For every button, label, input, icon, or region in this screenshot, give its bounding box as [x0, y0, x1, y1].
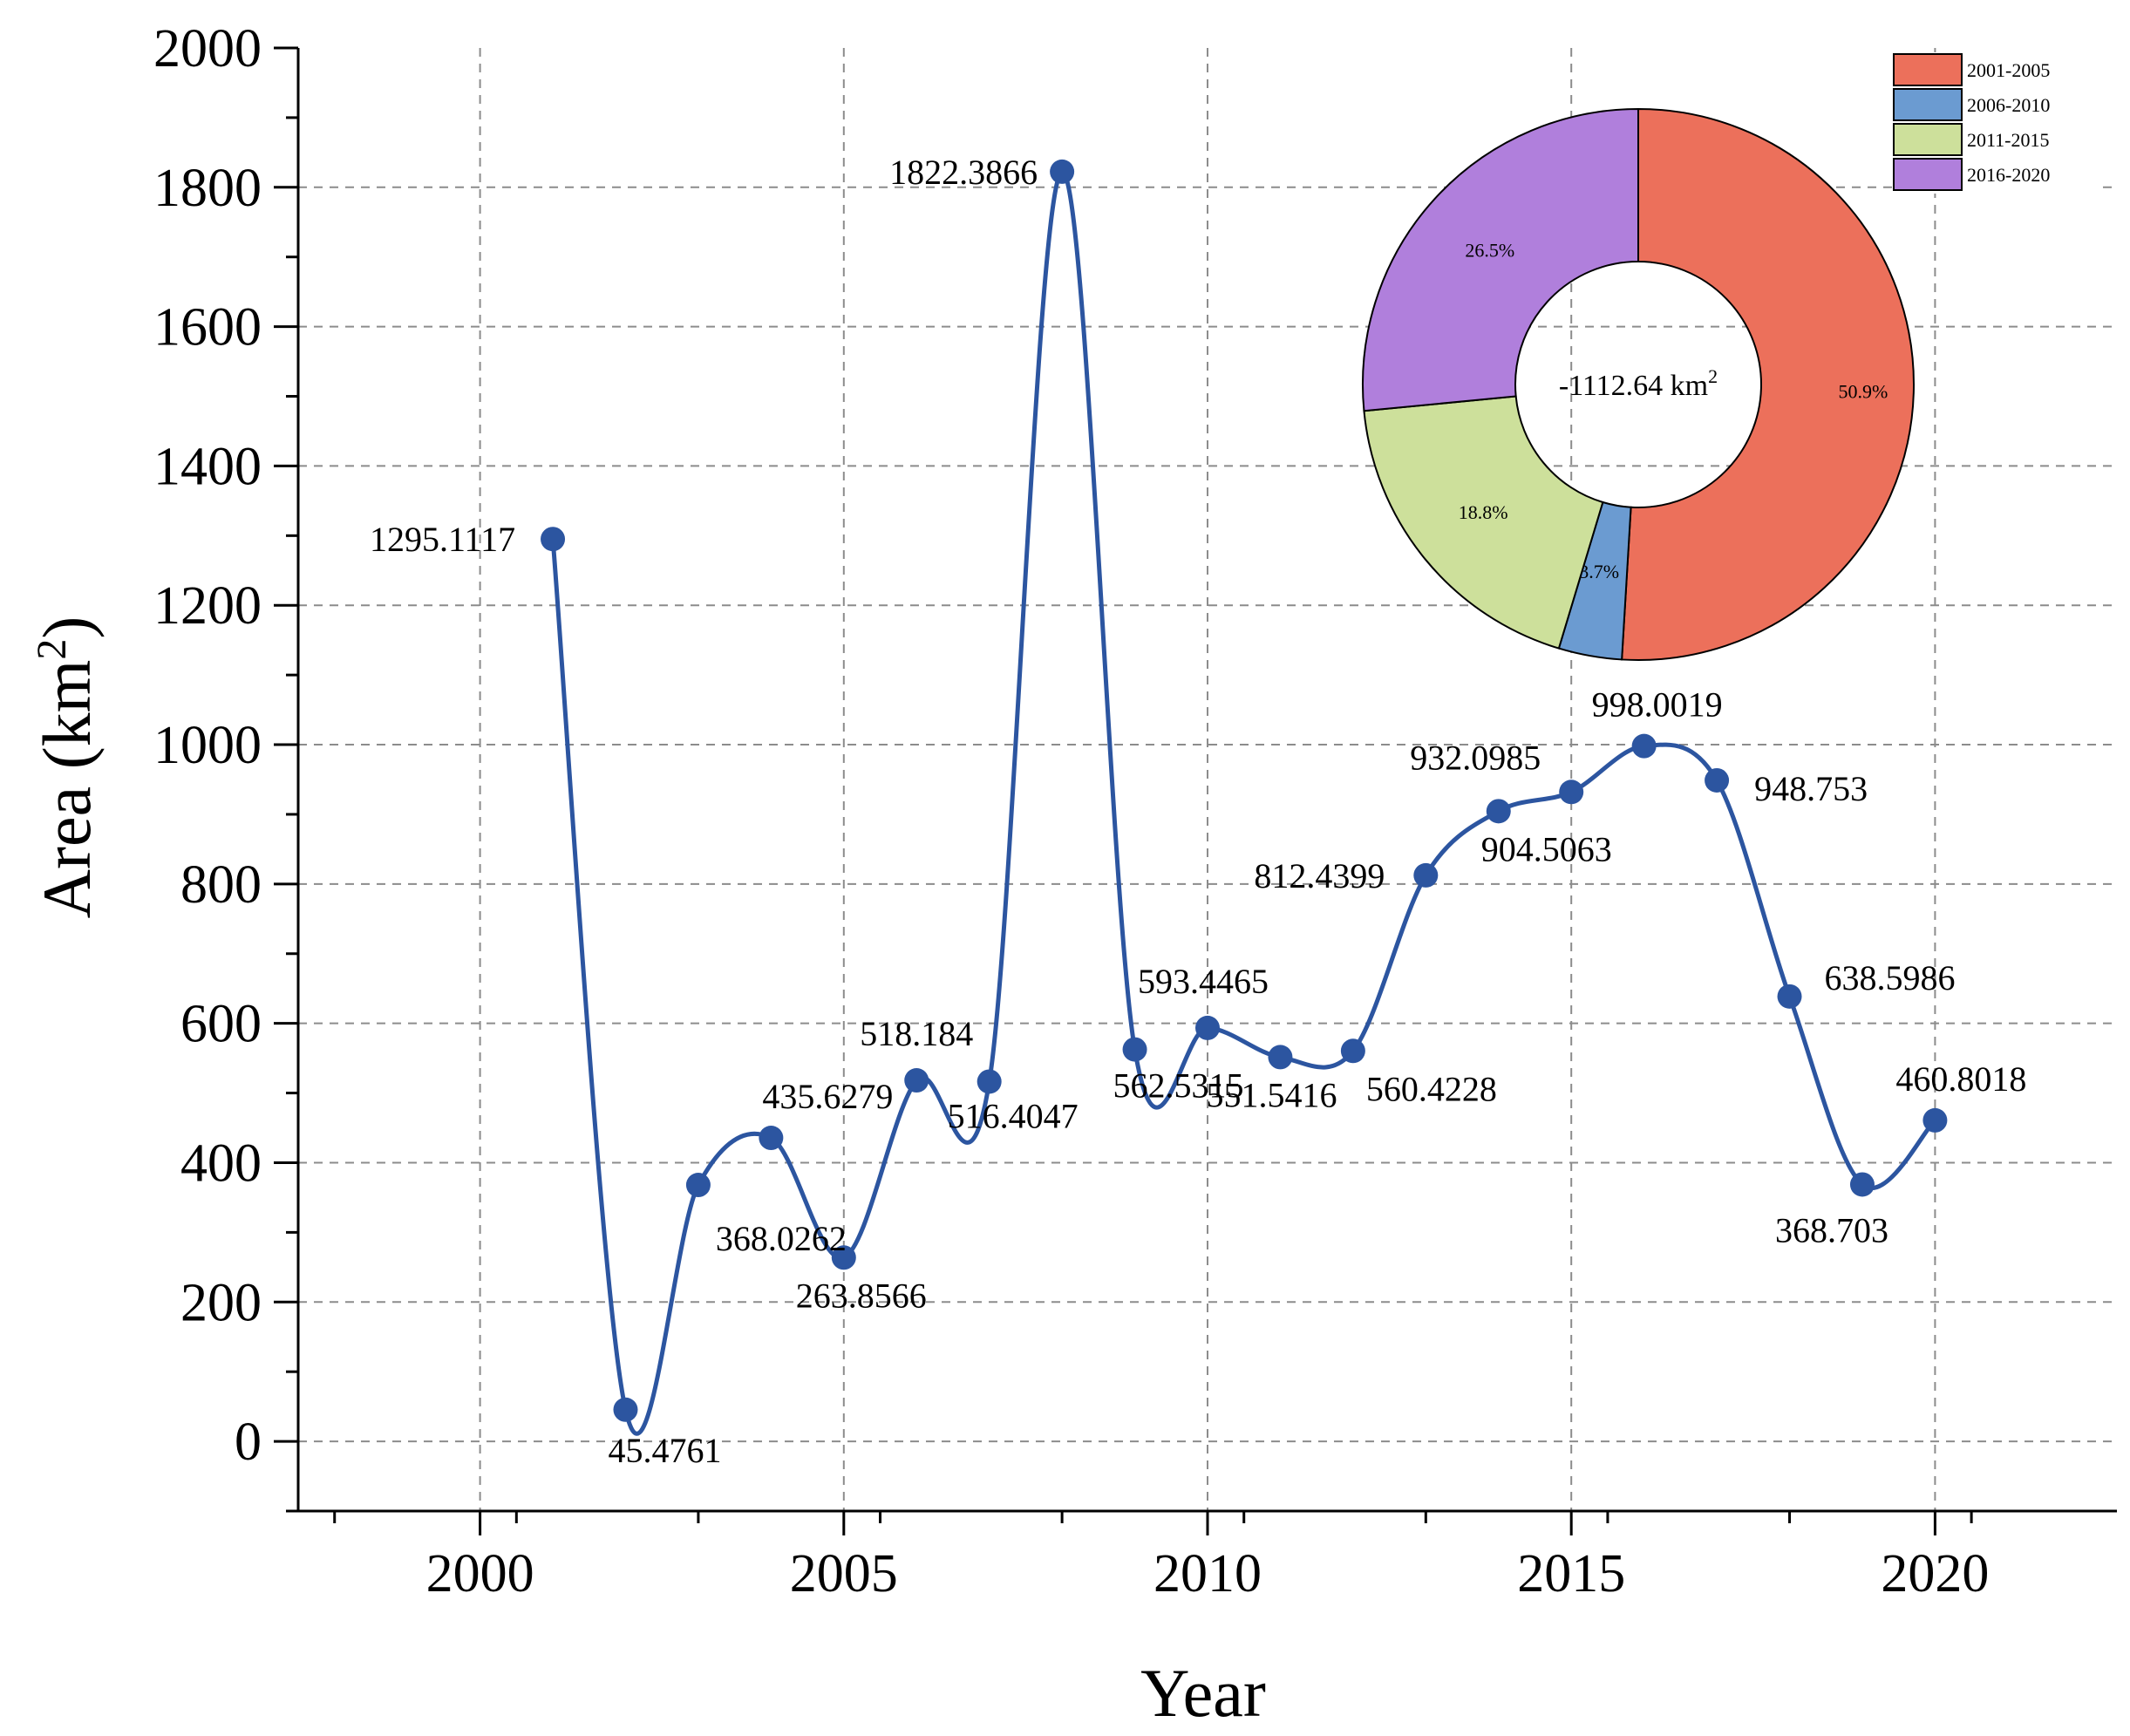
legend-swatch — [1893, 53, 1963, 86]
y-axis-title: Area (km2) — [29, 616, 105, 919]
data-label: 435.6279 — [762, 1077, 893, 1116]
data-point — [977, 1069, 1002, 1094]
data-label: 551.5416 — [1206, 1075, 1337, 1114]
legend-label: 2001-2005 — [1967, 59, 2050, 81]
legend-label: 2016-2020 — [1967, 164, 2050, 186]
data-labels: 1295.1117 45.4761 368.0262 435.6279 263.8566… — [370, 153, 2026, 1470]
data-label: 516.4047 — [948, 1096, 1079, 1135]
data-point — [759, 1126, 784, 1151]
grid-lines — [298, 48, 2117, 1511]
donut-chart: 50.9% 3.7% 18.8% 26.5% -1112.64 km2 — [1361, 107, 1915, 661]
data-point — [1849, 1172, 1875, 1197]
series-line — [550, 169, 1937, 1436]
x-axis-title: Year — [1140, 1655, 1266, 1731]
data-label: 562.5315 — [1113, 1066, 1244, 1106]
donut-slice — [1363, 395, 1604, 650]
data-label: 904.5063 — [1481, 829, 1612, 868]
data-label: 368.0262 — [716, 1219, 847, 1258]
pie-legend: 2001-2005 2006-2010 2011-2015 2016-2020 — [1892, 52, 2099, 194]
y-tick-label: 1800 — [153, 159, 262, 218]
data-label: 45.4761 — [608, 1431, 721, 1470]
data-label: 948.753 — [1754, 769, 1868, 808]
x-tick-label: 2000 — [426, 1544, 534, 1603]
data-point — [1195, 1015, 1220, 1040]
donut-center-label: -1112.64 km2 — [1559, 365, 1718, 402]
x-tick-label: 2005 — [790, 1544, 898, 1603]
data-label: 263.8566 — [796, 1276, 927, 1315]
data-label: 460.8018 — [1895, 1059, 2026, 1099]
donut-slice — [1361, 107, 1639, 412]
data-label: 1295.1117 — [370, 520, 515, 559]
data-point — [1631, 733, 1657, 759]
legend-label: 2011-2015 — [1967, 129, 2050, 151]
data-point — [1559, 779, 1584, 805]
data-label: 368.703 — [1775, 1210, 1888, 1249]
y-tick-label: 600 — [180, 995, 262, 1054]
data-label: 518.184 — [860, 1014, 973, 1053]
data-label: 593.4465 — [1138, 962, 1269, 1001]
y-tick-label: 800 — [180, 855, 262, 915]
y-tick-label: 1600 — [153, 298, 262, 357]
axis-ticks: 0 200 400 600 800 1000 1200 1400 1600 1800 2000 200… — [153, 19, 1989, 1603]
data-label: 812.4399 — [1254, 856, 1385, 895]
slice-label: 26.5% — [1465, 239, 1514, 261]
data-point — [1268, 1045, 1293, 1070]
data-label: 560.4228 — [1366, 1069, 1497, 1108]
data-point — [1922, 1107, 1948, 1133]
data-point — [1122, 1037, 1147, 1062]
data-points — [541, 159, 1948, 1422]
y-tick-label: 400 — [180, 1134, 262, 1193]
data-point — [685, 1173, 711, 1198]
data-label: 998.0019 — [1592, 685, 1723, 725]
data-point — [1705, 767, 1730, 793]
data-label: 932.0985 — [1410, 738, 1541, 777]
y-tick-label: 2000 — [153, 19, 262, 78]
slice-label: 18.8% — [1459, 501, 1508, 523]
legend-swatch — [1893, 123, 1963, 156]
legend-swatch — [1893, 158, 1963, 191]
data-point — [541, 527, 566, 552]
x-tick-label: 2010 — [1153, 1544, 1262, 1603]
y-tick-label: 1200 — [153, 576, 262, 636]
y-tick-label: 0 — [235, 1413, 262, 1472]
data-label: 1822.3866 — [889, 153, 1038, 192]
legend-swatch — [1893, 88, 1963, 121]
data-label: 638.5986 — [1825, 958, 1956, 997]
legend-label: 2006-2010 — [1967, 94, 2050, 116]
y-tick-label: 200 — [180, 1273, 262, 1332]
slice-label: 50.9% — [1838, 381, 1888, 403]
data-point — [904, 1068, 929, 1093]
donut-slice — [1621, 107, 1915, 661]
data-point — [831, 1245, 856, 1270]
data-point — [1413, 862, 1439, 888]
x-tick-label: 2015 — [1517, 1544, 1625, 1603]
slice-label: 3.7% — [1579, 561, 1619, 582]
data-point — [1050, 159, 1075, 184]
x-tick-label: 2020 — [1881, 1544, 1989, 1603]
data-point — [1340, 1038, 1365, 1064]
data-point — [613, 1397, 638, 1422]
data-point — [1777, 984, 1802, 1009]
y-tick-label: 1400 — [153, 437, 262, 496]
line-series — [550, 169, 1937, 1436]
data-point — [1486, 799, 1511, 824]
y-tick-label: 1000 — [153, 716, 262, 775]
